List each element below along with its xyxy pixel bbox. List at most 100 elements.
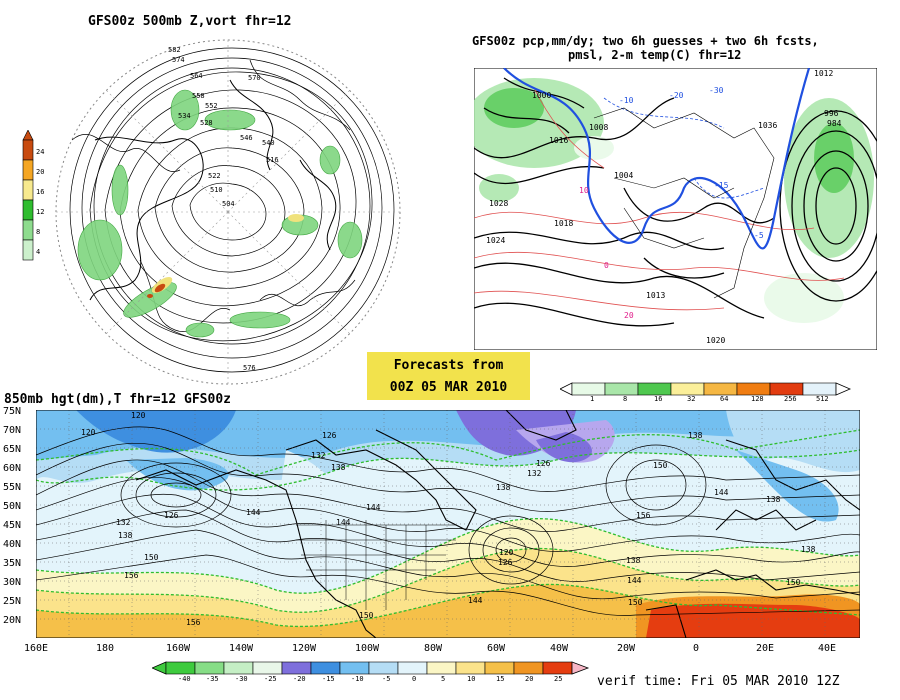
height-label: 144	[714, 488, 729, 497]
temp-label: 10	[579, 186, 589, 195]
lon-label: 60W	[487, 643, 506, 654]
precip-colorbar-label: 8	[623, 395, 628, 403]
precip-colorbar-label: 32	[687, 395, 696, 403]
polar-contour-label: 576	[243, 364, 256, 372]
850mb-colorbar-label: 20	[525, 675, 534, 683]
polar-contours	[56, 40, 400, 384]
lat-label: 40N	[3, 539, 22, 550]
forecast-init-line2: 00Z 05 MAR 2010	[389, 380, 508, 395]
850mb-colorbar-label: -30	[235, 675, 248, 683]
height-label: 138	[331, 463, 346, 472]
height-label: 150	[786, 578, 801, 587]
precip-panel-title-line2: pmsl, 2-m temp(C) fhr=12	[568, 48, 742, 62]
polar-colorbar-label: 8	[36, 228, 41, 236]
polar-contour-label: 564	[190, 72, 203, 80]
precip-colorbar-label: 64	[720, 395, 729, 403]
polar-colorbar: 24 20 16 12 8 4	[20, 129, 70, 274]
lat-label: 70N	[3, 425, 22, 436]
temp-label: -15	[714, 181, 729, 190]
polar-colorbar-label: 20	[36, 168, 45, 176]
polar-contour-label: 516	[266, 156, 279, 164]
height-label: 138	[496, 483, 511, 492]
lon-label: 0	[693, 643, 700, 654]
isobar-label: 1013	[646, 291, 665, 300]
lat-label: 50N	[3, 501, 22, 512]
lon-label: 180	[96, 643, 115, 654]
height-label: 126	[498, 558, 513, 567]
lon-label: 160W	[166, 643, 191, 654]
lon-label: 20E	[756, 643, 775, 654]
isobar-label: 1016	[549, 136, 568, 145]
lat-label: 65N	[3, 444, 22, 455]
isobar-label: 1000	[532, 91, 551, 100]
isobar-label: 1028	[489, 199, 508, 208]
polar-contour-label: 574	[172, 56, 185, 64]
precip-colorbar-label: 256	[784, 395, 797, 403]
precip-colorbar-label: 512	[816, 395, 829, 403]
temp-label: 0	[604, 261, 609, 270]
lon-label: 100W	[355, 643, 380, 654]
isobar-label: 996	[824, 109, 839, 118]
850mb-temp-colorbar	[152, 661, 590, 675]
height-label: 126	[536, 459, 551, 468]
isobar-label: 1020	[706, 336, 725, 345]
precip-colorbar-label: 128	[751, 395, 764, 403]
height-label: 150	[144, 553, 159, 562]
height-label: 120	[499, 548, 514, 557]
isobar-label: 1004	[614, 171, 633, 180]
lon-label: 40E	[818, 643, 837, 654]
850mb-colorbar-label: 10	[467, 675, 476, 683]
850mb-colorbar-label: 25	[554, 675, 563, 683]
height-label: 132	[527, 469, 542, 478]
height-label: 132	[116, 518, 131, 527]
precip-colorbar	[560, 382, 852, 396]
850mb-colorbar-label: -10	[351, 675, 364, 683]
height-label: 144	[246, 508, 261, 517]
height-label: 132	[311, 451, 326, 460]
polar-colorbar-label: 24	[36, 148, 45, 156]
polar-contour-label: 540	[262, 139, 275, 147]
850mb-colorbar-label: -5	[382, 675, 391, 683]
lat-label: 60N	[3, 463, 22, 474]
height-label: 156	[124, 571, 139, 580]
isobar-label: 1012	[814, 69, 833, 78]
lon-label: 80W	[424, 643, 443, 654]
lat-label: 75N	[3, 406, 22, 417]
height-label: 144	[468, 596, 483, 605]
isobar-label: 1036	[758, 121, 777, 130]
precip-panel-title-line1: GFS00z pcp,mm/dy; two 6h guesses + two 6…	[472, 34, 819, 48]
precip-pmsl-map: 1012 1000 1008 1016 1024 1020 1028 1036 …	[474, 68, 877, 350]
lat-label: 25N	[3, 596, 22, 607]
850mb-map: 120 120 126 132 138 144 150 156 126 132 …	[36, 410, 860, 638]
height-label: 144	[336, 518, 351, 527]
polar-colorbar-label: 16	[36, 188, 45, 196]
height-label: 138	[801, 545, 816, 554]
verif-time: verif time: Fri 05 MAR 2010 12Z	[597, 674, 840, 689]
polar-contour-label: 546	[240, 134, 253, 142]
850mb-colorbar-label: 5	[441, 675, 446, 683]
polar-contour-label: 528	[200, 119, 213, 127]
temp-label: -10	[619, 96, 634, 105]
lon-label: 20W	[617, 643, 636, 654]
850mb-colorbar-label: -25	[264, 675, 277, 683]
lon-label: 140W	[229, 643, 254, 654]
lon-label: 160E	[24, 643, 49, 654]
polar-contour-label: 522	[208, 172, 221, 180]
height-label: 150	[653, 461, 668, 470]
height-label: 120	[131, 411, 146, 420]
850mb-panel-title: 850mb hgt(dm),T fhr=12 GFS00z	[4, 392, 231, 407]
polar-colorbar-label: 4	[36, 248, 41, 256]
isobar-label: 1018	[554, 219, 573, 228]
height-label: 138	[626, 556, 641, 565]
polar-panel-title: GFS00z 500mb Z,vort fhr=12	[88, 14, 292, 29]
850mb-colorbar-label: -20	[293, 675, 306, 683]
height-label: 120	[81, 428, 96, 437]
lat-label: 30N	[3, 577, 22, 588]
polar-contour-label: 582	[168, 46, 181, 54]
lat-label: 55N	[3, 482, 22, 493]
lat-label: 45N	[3, 520, 22, 531]
polar-contour-label: 534	[178, 112, 191, 120]
isobar-label: 984	[827, 119, 842, 128]
850mb-colorbar-label: 15	[496, 675, 505, 683]
temp-label: -5	[754, 231, 764, 240]
